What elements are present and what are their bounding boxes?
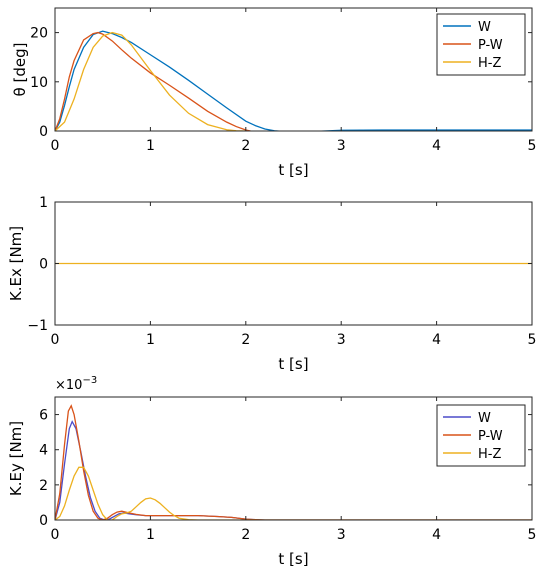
series-line-h-z-1 xyxy=(55,31,246,131)
x-tick-label: 2 xyxy=(241,332,250,348)
legend-label: H-Z xyxy=(478,56,501,71)
legend: W P-W H-Z xyxy=(436,13,526,76)
y-tick-label: −1 xyxy=(27,318,48,334)
x-axis-label: t [s] xyxy=(278,550,308,568)
x-tick-label: 2 xyxy=(241,527,250,543)
plot-frame xyxy=(54,7,533,132)
y-tick-label: 10 xyxy=(30,75,48,91)
chart-panel-1: 0 1 2 3 4 5 0 10 20 t [s] θ [deg] W P-W H-Z xyxy=(11,7,537,179)
plot-frame xyxy=(54,396,533,521)
y-tick-label: 2 xyxy=(39,478,48,494)
x-tick-label: 3 xyxy=(337,527,346,543)
x-tick-label: 5 xyxy=(528,527,537,543)
x-tick-label: 5 xyxy=(528,332,537,348)
legend-label: W xyxy=(478,20,491,35)
x-tick-label: 0 xyxy=(51,138,60,154)
x-tick-label: 1 xyxy=(146,527,155,543)
x-tick-label: 4 xyxy=(432,138,441,154)
chart-panel-3: 0 1 2 3 4 5 0 2 4 6 t [s] K.Ey [Nm] ×10−3 W P-W H-Z xyxy=(7,375,536,568)
y-tick-label: 0 xyxy=(39,513,48,529)
x-tick-label: 0 xyxy=(51,332,60,348)
x-axis-label: t [s] xyxy=(278,355,308,373)
legend-label: W xyxy=(478,411,491,426)
y-tick-label: 0 xyxy=(39,257,48,273)
y-tick-label: 4 xyxy=(39,443,48,459)
y-axis-label: K.Ex [Nm] xyxy=(7,226,25,301)
x-tick-label: 4 xyxy=(432,332,441,348)
y-tick-label: 0 xyxy=(39,124,48,140)
series-line-p-w-1 xyxy=(55,31,251,131)
x-tick-label: 3 xyxy=(337,138,346,154)
y-exponent-label: ×10−3 xyxy=(55,375,97,393)
legend: W P-W H-Z xyxy=(436,404,526,467)
x-axis-label: t [s] xyxy=(278,161,308,179)
y-axis-label: θ [deg] xyxy=(11,43,29,97)
x-tick-label: 0 xyxy=(51,527,60,543)
series-line-h-z-3 xyxy=(55,466,532,520)
y-tick-label: 1 xyxy=(39,195,48,211)
x-tick-label: 5 xyxy=(528,138,537,154)
legend-label: P-W xyxy=(478,429,503,444)
x-tick-label: 1 xyxy=(146,332,155,348)
y-tick-label: 20 xyxy=(30,26,48,42)
legend-label: H-Z xyxy=(478,447,501,462)
x-tick-label: 1 xyxy=(146,138,155,154)
x-tick-label: 4 xyxy=(432,527,441,543)
x-tick-label: 3 xyxy=(337,332,346,348)
y-tick-label: 6 xyxy=(39,408,48,424)
y-axis-label: K.Ey [Nm] xyxy=(7,421,25,496)
legend-label: P-W xyxy=(478,38,503,53)
series-line-p-w-3 xyxy=(55,404,532,520)
x-tick-label: 2 xyxy=(241,138,250,154)
